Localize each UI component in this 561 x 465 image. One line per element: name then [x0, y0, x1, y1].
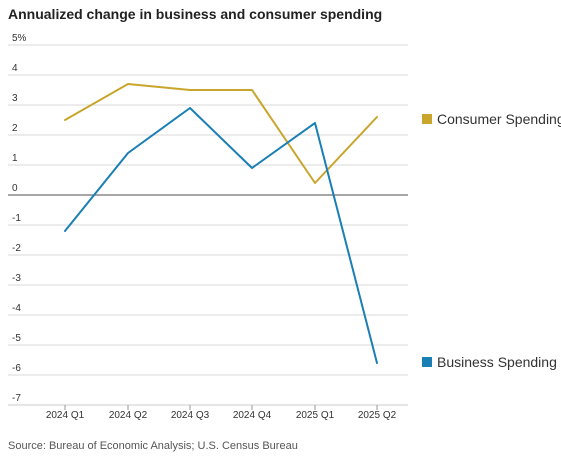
y-tick-label: -1: [12, 213, 21, 224]
legend: Consumer Spending Business Spending: [422, 111, 561, 370]
x-tick-label: 2024 Q2: [109, 410, 148, 421]
legend-label: Consumer Spending: [437, 111, 561, 127]
y-tick-label: -2: [12, 243, 21, 254]
x-tick-label: 2024 Q1: [46, 410, 85, 421]
chart-title: Annualized change in business and consum…: [8, 6, 383, 22]
legend-swatch: [422, 114, 432, 124]
x-tick-label: 2024 Q3: [171, 410, 210, 421]
series-line-business-spending: [64, 107, 378, 364]
x-tick-label: 2025 Q2: [358, 410, 397, 421]
y-tick-label: -3: [12, 273, 21, 284]
x-tick-label: 2025 Q1: [296, 410, 335, 421]
series-line-consumer-spending: [64, 83, 378, 184]
y-tick-label: 2: [12, 123, 18, 134]
legend-swatch: [422, 357, 432, 367]
y-tick-label: 0: [12, 183, 18, 194]
legend-label: Business Spending: [437, 354, 557, 370]
y-tick-label: 4: [12, 63, 18, 74]
y-tick-label: 3: [12, 93, 18, 104]
y-tick-label: -7: [12, 393, 21, 404]
y-tick-label: -5: [12, 333, 21, 344]
series-lines: [64, 83, 378, 364]
grid-lines: [8, 44, 408, 406]
x-axis-ticks: 2024 Q1 2024 Q2 2024 Q3 2024 Q4 2025 Q1 2025 …: [46, 405, 397, 421]
y-tick-label: -6: [12, 363, 21, 374]
chart-source: Source: Bureau of Economic Analysis; U.S…: [8, 440, 298, 452]
y-tick-label: 1: [12, 153, 18, 164]
y-axis-ticks: 5% 4 3 2 1 0 -1 -2 -3 -4 -5 -6 -7: [12, 33, 27, 404]
y-tick-label: 5%: [12, 33, 27, 44]
y-tick-label: -4: [12, 303, 21, 314]
x-tick-label: 2024 Q4: [233, 410, 272, 421]
